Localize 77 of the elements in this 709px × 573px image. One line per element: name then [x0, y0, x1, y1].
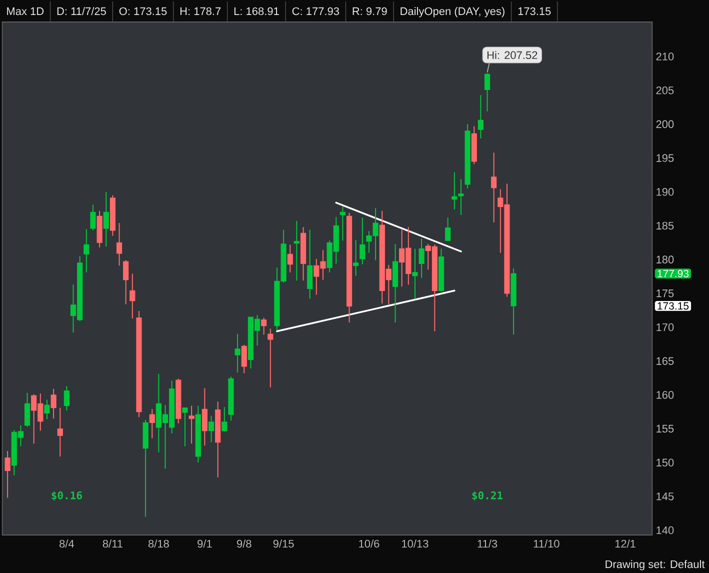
candlestick	[208, 415, 214, 443]
y-tick-label: 210	[656, 52, 674, 60]
candlestick	[261, 317, 267, 336]
x-tick-label: 9/15	[273, 540, 294, 548]
text: L: 168.91	[234, 7, 279, 16]
text: C: 177.93	[292, 7, 340, 16]
x-tick-label: 10/13	[402, 540, 428, 548]
text: Drawing set: Default	[606, 560, 705, 570]
y-tick-label: 165	[656, 357, 674, 365]
x-tick-label: 11/10	[534, 540, 560, 548]
annotation: $0.16	[52, 491, 82, 501]
candlestick	[340, 206, 346, 242]
text: 177.93	[658, 270, 689, 278]
candlestick	[458, 178, 464, 216]
annotation: Hi: 207.52	[487, 50, 538, 60]
x-tick-label: 8/4	[60, 540, 74, 548]
candlestick	[182, 407, 188, 447]
candlestick	[287, 244, 293, 273]
annotation: $0.21	[472, 491, 503, 501]
candlestick	[307, 229, 313, 300]
candlestick	[84, 228, 90, 273]
candlestick	[241, 344, 247, 374]
candlestick	[44, 399, 50, 420]
candlestick	[294, 220, 300, 282]
candlestick	[24, 392, 30, 428]
y-tick-label: 140	[656, 526, 674, 534]
y-tick-label: 205	[656, 86, 674, 94]
y-tick-label: 150	[656, 458, 674, 466]
text: D: 11/7/25	[57, 7, 106, 16]
y-tick-label: 180	[656, 256, 674, 264]
candlestick	[478, 94, 484, 139]
candlestick	[222, 406, 228, 432]
y-tick-label: 185	[656, 222, 674, 230]
candlestick	[130, 273, 136, 319]
candlestick	[268, 328, 274, 388]
x-tick-label: 10/6	[359, 540, 380, 548]
candlestick	[360, 217, 366, 265]
y-tick-label: 195	[656, 154, 674, 162]
y-tick-label: 145	[656, 492, 674, 500]
candlestick	[491, 152, 497, 223]
text: R: 9.79	[352, 7, 387, 16]
candlestick	[149, 408, 155, 439]
candlestick	[116, 222, 122, 266]
x-tick-label: 12/1	[615, 540, 636, 548]
x-tick-label: 9/1	[198, 540, 212, 548]
y-tick-label: 170	[656, 323, 674, 332]
y-tick-label: 160	[656, 391, 674, 399]
candlestick	[484, 72, 490, 112]
candlestick	[188, 405, 194, 444]
y-tick-label: 190	[656, 188, 674, 196]
candlestick	[50, 388, 56, 420]
y-tick-label: 175	[656, 290, 674, 298]
x-tick-label: 8/18	[148, 540, 169, 548]
candlestick	[57, 407, 63, 457]
text: 173.15	[518, 7, 551, 16]
candlestick	[123, 260, 129, 305]
x-tick-label: 9/8	[237, 540, 252, 548]
candlestick	[353, 239, 359, 276]
candlestick	[234, 333, 240, 374]
candlestick	[452, 172, 458, 210]
text: O: 173.15	[119, 7, 167, 16]
candlestick	[445, 217, 451, 242]
candlestick	[412, 248, 418, 300]
candlestick	[4, 450, 10, 498]
text: H: 178.7	[180, 7, 221, 16]
text: 173.15	[658, 302, 689, 310]
x-tick-label: 11/3	[478, 540, 498, 548]
candlestick	[418, 238, 424, 278]
candlestick	[90, 204, 96, 231]
text: DailyOpen (DAY, yes)	[400, 7, 504, 18]
candlestick	[64, 386, 70, 411]
y-tick-label: 200	[656, 120, 674, 128]
candlestick	[103, 191, 109, 248]
chart-title: Max 1D	[7, 7, 44, 16]
y-tick-label: 155	[656, 424, 674, 433]
candlestick	[202, 388, 208, 446]
x-tick-label: 8/11	[102, 540, 122, 548]
